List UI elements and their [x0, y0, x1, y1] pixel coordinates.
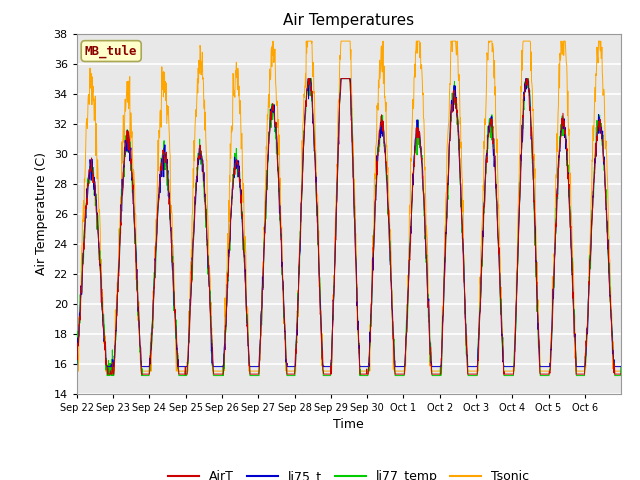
Legend: AirT, li75_t, li77_temp, Tsonic: AirT, li75_t, li77_temp, Tsonic — [163, 465, 534, 480]
X-axis label: Time: Time — [333, 418, 364, 431]
Text: MB_tule: MB_tule — [85, 44, 138, 58]
Y-axis label: Air Temperature (C): Air Temperature (C) — [35, 152, 48, 275]
Title: Air Temperatures: Air Temperatures — [284, 13, 414, 28]
